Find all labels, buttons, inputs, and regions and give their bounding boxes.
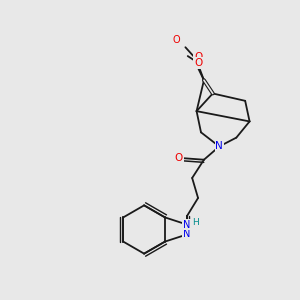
Text: N: N [183,220,190,230]
Text: O: O [175,153,183,163]
Text: N: N [183,230,190,239]
Text: H: H [192,218,199,227]
Text: O: O [194,58,203,68]
Text: O: O [172,35,180,45]
Text: O: O [194,52,202,62]
Text: N: N [215,142,223,152]
